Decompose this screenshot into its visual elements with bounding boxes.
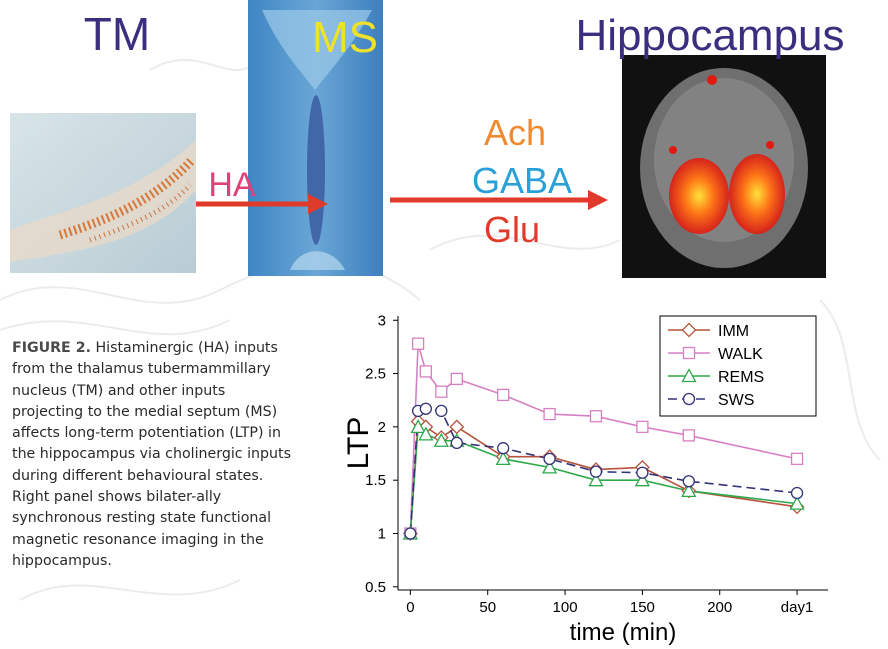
legend-label: REMS	[718, 369, 764, 386]
y-tick-label: 2	[378, 419, 386, 436]
label-ms: MS	[312, 13, 378, 62]
legend-label: SWS	[718, 392, 754, 409]
label-gaba: GABA	[472, 160, 572, 201]
x-tick-label: 150	[630, 599, 655, 616]
series-line	[410, 422, 797, 534]
y-tick-label: 2.5	[365, 366, 386, 383]
marker	[451, 373, 462, 384]
caption-text: Histaminergic (HA) inputs from the thala…	[12, 340, 291, 569]
x-tick-label: 100	[553, 599, 578, 616]
marker	[436, 386, 447, 397]
caption: FIGURE 2. Histaminergic (HA) inputs from…	[12, 338, 300, 572]
hippocampus-image	[622, 55, 826, 278]
chart: 0.5 1 1.5 2 2.5 3 0 50 100 150 200 day1 time (min) LT…	[342, 312, 828, 646]
x-tick-label: day1	[781, 599, 814, 616]
marker	[637, 467, 648, 478]
x-axis-label: time (min)	[570, 619, 677, 646]
x-tick-label: 50	[479, 599, 496, 616]
page: {"figure": { "labels": {"tm": "TM", "ms"…	[0, 0, 888, 649]
marker	[405, 528, 416, 539]
legend-label: WALK	[718, 346, 763, 363]
y-tick-label: 0.5	[365, 579, 386, 596]
label-ha: HA	[208, 166, 256, 204]
marker	[544, 453, 555, 464]
marker	[420, 366, 431, 377]
y-tick-label: 1	[378, 525, 386, 542]
y-tick-label: 1.5	[365, 472, 386, 489]
y-axis-label: LTP	[342, 417, 375, 470]
label-hippocampus: Hippocampus	[575, 11, 844, 60]
x-tick-label: 200	[707, 599, 732, 616]
marker	[451, 437, 462, 448]
legend: IMM WALK REMS SWS	[660, 316, 816, 416]
legend-label: IMM	[718, 323, 749, 340]
marker	[544, 409, 555, 420]
legend-marker	[684, 348, 695, 359]
label-ach: Ach	[484, 112, 546, 153]
caption-label: FIGURE 2.	[12, 340, 91, 356]
marker	[683, 430, 694, 441]
marker	[498, 389, 509, 400]
marker	[683, 476, 694, 487]
marker	[436, 405, 447, 416]
series-line	[410, 427, 797, 534]
marker	[498, 443, 509, 454]
label-tm: TM	[84, 8, 150, 60]
y-tick-label: 3	[378, 312, 386, 329]
marker	[590, 466, 601, 477]
marker	[637, 421, 648, 432]
marker	[413, 338, 424, 349]
marker	[590, 411, 601, 422]
marker	[792, 453, 803, 464]
marker	[792, 487, 803, 498]
marker	[420, 403, 431, 414]
tm-image	[10, 113, 196, 273]
x-tick-label: 0	[406, 599, 414, 616]
series-line	[410, 409, 797, 534]
legend-marker	[684, 394, 695, 405]
marker	[450, 420, 463, 433]
label-glu: Glu	[484, 209, 540, 250]
